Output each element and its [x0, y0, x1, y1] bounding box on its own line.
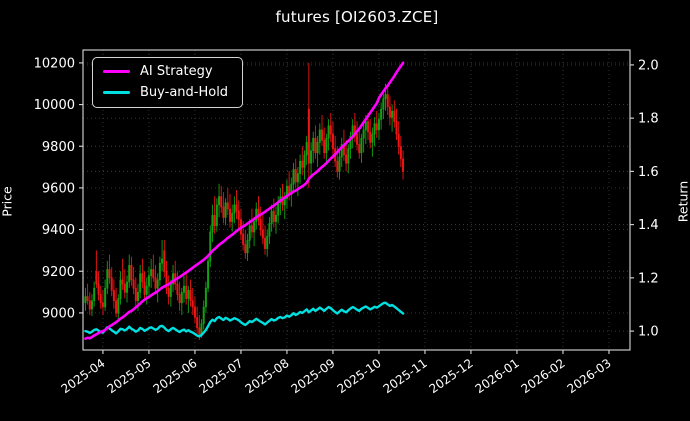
y-axis-label-return: Return: [675, 180, 690, 223]
svg-text:2026-02: 2026-02: [519, 356, 568, 396]
buy-and-hold-line-swatch: [103, 91, 130, 94]
svg-text:2025-08: 2025-08: [243, 356, 292, 396]
legend-box: AI Strategy Buy-and-Hold: [92, 57, 244, 108]
svg-text:2.0: 2.0: [638, 58, 659, 73]
ai-strategy-line-swatch: [103, 70, 130, 73]
buy-and-hold-line: [84, 301, 405, 338]
svg-text:1.8: 1.8: [638, 112, 659, 127]
svg-text:2025-11: 2025-11: [381, 356, 430, 396]
svg-text:1.6: 1.6: [638, 165, 659, 180]
svg-text:2025-06: 2025-06: [151, 356, 200, 396]
svg-text:2025-04: 2025-04: [59, 356, 108, 396]
svg-text:2025-05: 2025-05: [105, 356, 154, 396]
svg-text:9400: 9400: [42, 223, 75, 238]
y-axis-label-price: Price: [0, 186, 15, 217]
svg-text:2025-07: 2025-07: [197, 356, 246, 396]
svg-text:2025-10: 2025-10: [335, 356, 384, 396]
svg-text:10000: 10000: [34, 98, 75, 113]
svg-text:1.0: 1.0: [638, 325, 659, 340]
chart-title: futures [OI2603.ZCE]: [275, 8, 439, 26]
svg-text:9800: 9800: [42, 140, 75, 155]
legend-label-buy-and-hold: Buy-and-Hold: [140, 85, 229, 100]
ai-strategy-line: [84, 61, 405, 340]
legend-item-buy-and-hold: Buy-and-Hold: [103, 85, 228, 100]
legend-label-ai-strategy: AI Strategy: [140, 64, 213, 79]
plot-frame: [82, 49, 631, 351]
svg-text:2025-09: 2025-09: [289, 356, 338, 396]
svg-text:9200: 9200: [42, 265, 75, 280]
svg-text:2025-12: 2025-12: [427, 356, 476, 396]
svg-text:1.2: 1.2: [638, 271, 659, 286]
svg-text:2026-01: 2026-01: [473, 356, 522, 396]
svg-text:10200: 10200: [34, 56, 75, 71]
svg-text:1.4: 1.4: [638, 218, 659, 233]
svg-text:2026-03: 2026-03: [565, 356, 614, 396]
svg-text:9600: 9600: [42, 181, 75, 196]
legend-item-ai-strategy: AI Strategy: [103, 64, 228, 79]
svg-text:9000: 9000: [42, 306, 75, 321]
